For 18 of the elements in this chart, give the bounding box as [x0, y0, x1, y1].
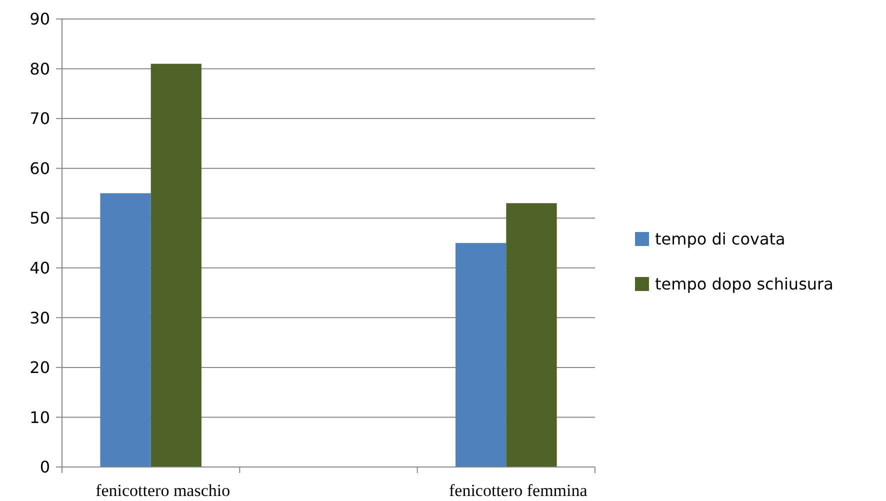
- y-tick-label: 70: [30, 109, 50, 128]
- legend-label: tempo di covata: [655, 230, 786, 249]
- x-tick-label: fenicottero femmina: [449, 481, 588, 500]
- y-tick-label: 10: [30, 408, 50, 427]
- bar: [100, 193, 151, 467]
- y-tick-label: 60: [30, 158, 50, 178]
- y-tick-label: 90: [30, 10, 50, 29]
- y-tick-label: 30: [30, 308, 50, 328]
- y-tick-label: 0: [40, 458, 50, 477]
- y-tick-label: 80: [30, 59, 50, 78]
- x-tick-label: fenicottero maschio: [96, 481, 230, 500]
- y-tick-label: 50: [30, 208, 50, 228]
- bar: [506, 203, 557, 467]
- y-tick-label: 20: [30, 358, 50, 378]
- y-tick-label: 40: [30, 258, 50, 278]
- legend-label: tempo dopo schiusura: [655, 274, 834, 294]
- bar: [150, 64, 202, 467]
- bar: [456, 243, 506, 467]
